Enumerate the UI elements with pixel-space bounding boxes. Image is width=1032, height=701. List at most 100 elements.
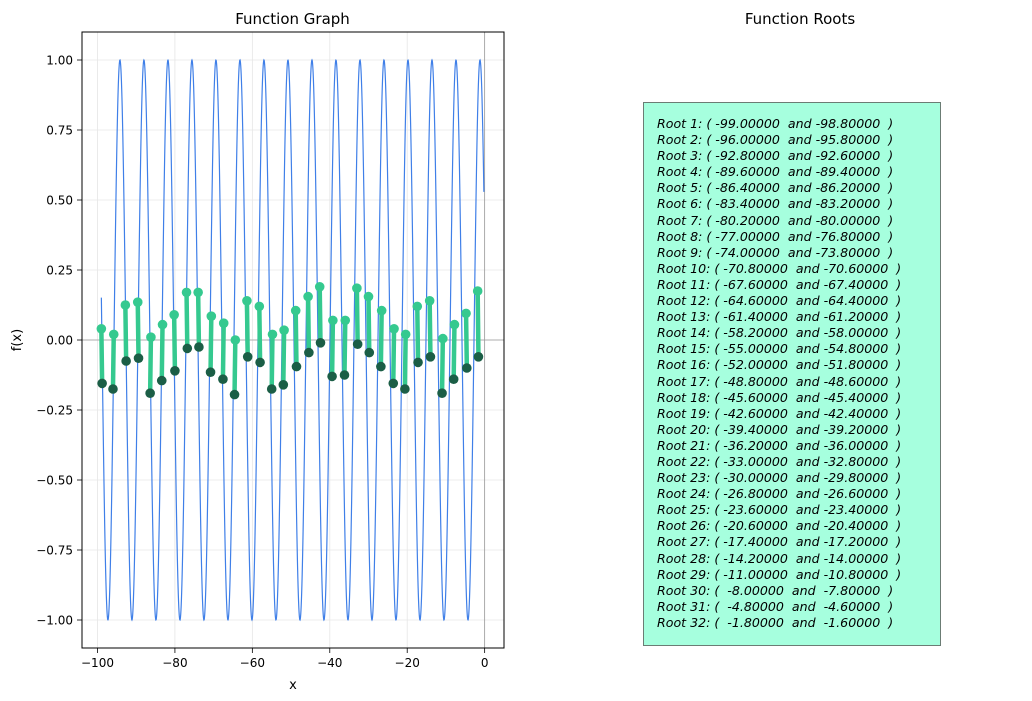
root-segment [257, 304, 263, 365]
root-point [315, 338, 326, 348]
root-point [327, 371, 337, 382]
root-point [290, 305, 301, 316]
root-point [339, 370, 350, 380]
root-point [145, 388, 155, 399]
root-point [461, 308, 471, 319]
root-point [291, 361, 302, 372]
root-point [218, 374, 228, 385]
root-line: Root 15: ( -55.00000 and -54.80000 ) [657, 341, 902, 357]
root-point [120, 300, 131, 310]
root-line: Root 14: ( -58.20000 and -58.00000 ) [657, 325, 902, 341]
root-segment [402, 332, 408, 392]
root-segment [269, 332, 275, 392]
root-point [218, 318, 229, 329]
root-point [278, 380, 289, 390]
root-point [449, 319, 460, 330]
root-point [425, 352, 436, 362]
root-line: Root 4: ( -89.60000 and -89.40000 ) [657, 164, 894, 180]
y-tick-label: −1.00 [36, 614, 73, 628]
root-line: Root 10: ( -70.80000 and -70.60000 ) [657, 260, 902, 276]
root-point [108, 329, 119, 340]
root-line: Root 12: ( -64.60000 and -64.40000 ) [657, 293, 902, 309]
root-line: Root 20: ( -39.40000 and -39.20000 ) [657, 421, 902, 437]
root-segment [244, 298, 250, 360]
root-line: Root 22: ( -33.00000 and -32.80000 ) [657, 453, 902, 469]
root-point [303, 291, 313, 302]
root-segment [147, 334, 154, 396]
root-point [121, 356, 131, 366]
root-line: Root 1: ( -99.00000 and -98.80000 ) [657, 116, 894, 131]
root-point [364, 347, 375, 358]
root-point [473, 352, 484, 362]
root-line: Root 25: ( -23.60000 and -23.40000 ) [657, 502, 902, 518]
root-point [389, 324, 399, 334]
root-line: Root 3: ( -92.80000 and -92.60000 ) [657, 148, 894, 164]
root-point [376, 305, 387, 316]
root-segment [366, 294, 372, 355]
function-curve [100, 58, 485, 622]
root-point [328, 315, 338, 326]
root-segment [208, 313, 214, 375]
root-point [108, 384, 118, 394]
root-segment [439, 336, 446, 396]
root-segment [195, 290, 202, 350]
root-line: Root 24: ( -26.80000 and -26.60000 ) [657, 486, 902, 502]
root-point [242, 296, 252, 306]
root-point [363, 291, 374, 302]
root-line: Root 7: ( -80.20000 and -80.00000 ) [657, 212, 894, 228]
y-tick-label: 1.00 [46, 54, 73, 68]
root-line: Root 11: ( -67.60000 and -67.40000 ) [657, 276, 902, 292]
root-segment [305, 294, 312, 355]
roots-panel-title: Function Roots [745, 10, 856, 28]
root-point [206, 311, 217, 322]
root-point [194, 342, 204, 352]
root-segment [232, 337, 238, 397]
root-point [412, 301, 423, 312]
root-point [340, 315, 351, 326]
root-segment [220, 320, 226, 382]
curve-layer [100, 58, 485, 622]
root-segment [171, 312, 178, 374]
root-point [181, 287, 192, 298]
root-line: Root 26: ( -20.60000 and -20.40000 ) [657, 518, 902, 534]
root-point [96, 324, 107, 334]
x-tick-label: −100 [81, 656, 114, 670]
roots-panel: Root 1: ( -99.00000 and -98.80000 ) Root … [643, 102, 941, 646]
root-point [400, 329, 411, 340]
root-line: Root 21: ( -36.20000 and -36.00000 ) [657, 437, 902, 453]
root-segment [159, 322, 165, 383]
root-point [242, 352, 253, 362]
y-tick-label: 0.50 [46, 194, 73, 208]
root-line: Root 2: ( -96.00000 and -95.80000 ) [657, 132, 894, 148]
root-line: Root 9: ( -74.00000 and -73.80000 ) [657, 244, 894, 260]
root-segment [281, 327, 287, 388]
root-line: Root 31: ( -4.80000 and -4.60000 ) [657, 598, 894, 614]
root-point [255, 357, 265, 368]
root-point [438, 333, 448, 344]
root-line: Root 16: ( -52.00000 and -51.80000 ) [657, 357, 902, 373]
root-segment [317, 284, 323, 346]
root-point [388, 378, 399, 389]
y-tick-label: −0.25 [36, 404, 73, 418]
y-tick-label: 0.75 [46, 124, 73, 138]
x-axis-label: x [289, 678, 297, 693]
root-point [400, 384, 410, 394]
root-line: Root 32: ( -1.80000 and -1.60000 ) [657, 614, 894, 630]
root-segment [99, 326, 105, 386]
y-axis-label: f(x) [10, 329, 25, 351]
root-point [437, 388, 447, 399]
root-point [413, 357, 423, 368]
y-tick-label: 0.25 [46, 264, 73, 278]
root-point [472, 286, 483, 296]
y-tick-label: 0.00 [46, 334, 73, 348]
root-segment [342, 318, 348, 378]
root-point [205, 367, 216, 378]
root-point [352, 339, 363, 350]
x-tick-label: −80 [162, 656, 187, 670]
root-line: Root 6: ( -83.40000 and -83.20000 ) [657, 196, 894, 212]
root-segment [378, 308, 384, 369]
root-point [267, 329, 278, 340]
root-point [230, 335, 241, 345]
root-segment [135, 299, 141, 361]
